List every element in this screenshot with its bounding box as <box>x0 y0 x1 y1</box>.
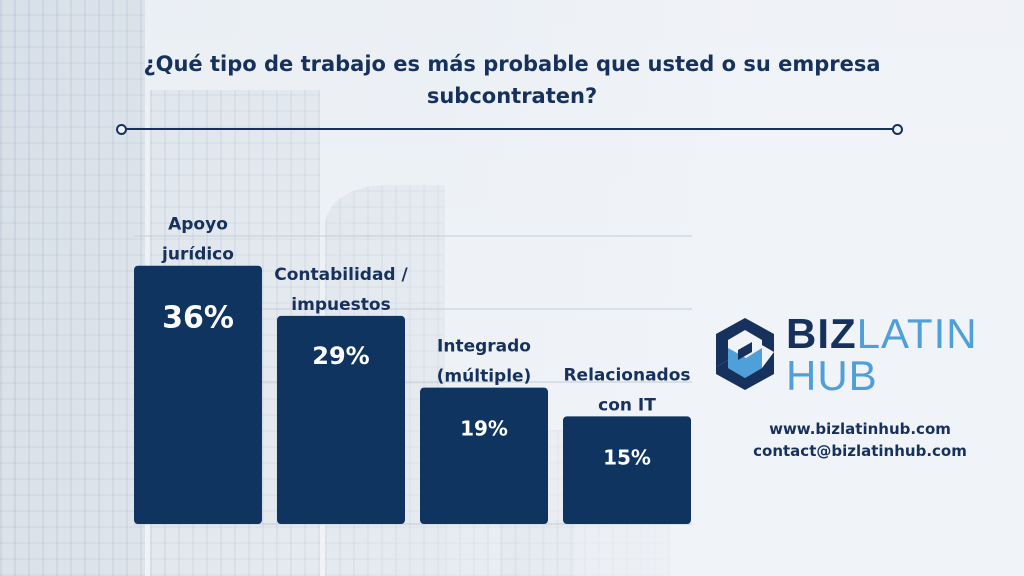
brand-wordmark-bottom: HUB <box>786 354 878 398</box>
divider-left-dot <box>116 124 127 135</box>
data-label: 19% <box>460 417 508 441</box>
email-link[interactable]: contact@bizlatinhub.com <box>753 442 967 460</box>
website-link[interactable]: www.bizlatinhub.com <box>769 420 951 438</box>
bar-1 <box>277 315 405 524</box>
bar-2 <box>420 387 548 524</box>
category-label: (múltiple) <box>437 367 532 387</box>
contact-info: www.bizlatinhub.com contact@bizlatinhub.… <box>740 418 980 462</box>
category-label: Contabilidad / <box>274 265 408 285</box>
brand-hub: HUB <box>786 352 878 399</box>
data-label: 36% <box>162 301 234 336</box>
category-label: jurídico <box>161 245 234 265</box>
category-label: Integrado <box>437 337 531 357</box>
brand-wordmark-top: BIZLATIN <box>786 312 978 356</box>
category-label: Apoyo <box>168 215 228 235</box>
category-label: Relacionados <box>563 365 690 385</box>
category-label: impuestos <box>291 295 390 315</box>
bar-0 <box>134 265 262 524</box>
data-label: 15% <box>603 445 651 469</box>
divider-right-dot <box>892 124 903 135</box>
brand-biz: BIZ <box>786 310 857 357</box>
data-label: 29% <box>312 342 369 370</box>
chart-title: ¿Qué tipo de trabajo es más probable que… <box>143 52 881 108</box>
bizlatinhub-logo-icon <box>716 318 774 390</box>
category-label: con IT <box>598 395 656 415</box>
brand-latin: LATIN <box>856 310 978 357</box>
title-divider <box>120 128 898 130</box>
bar-3 <box>563 416 691 524</box>
